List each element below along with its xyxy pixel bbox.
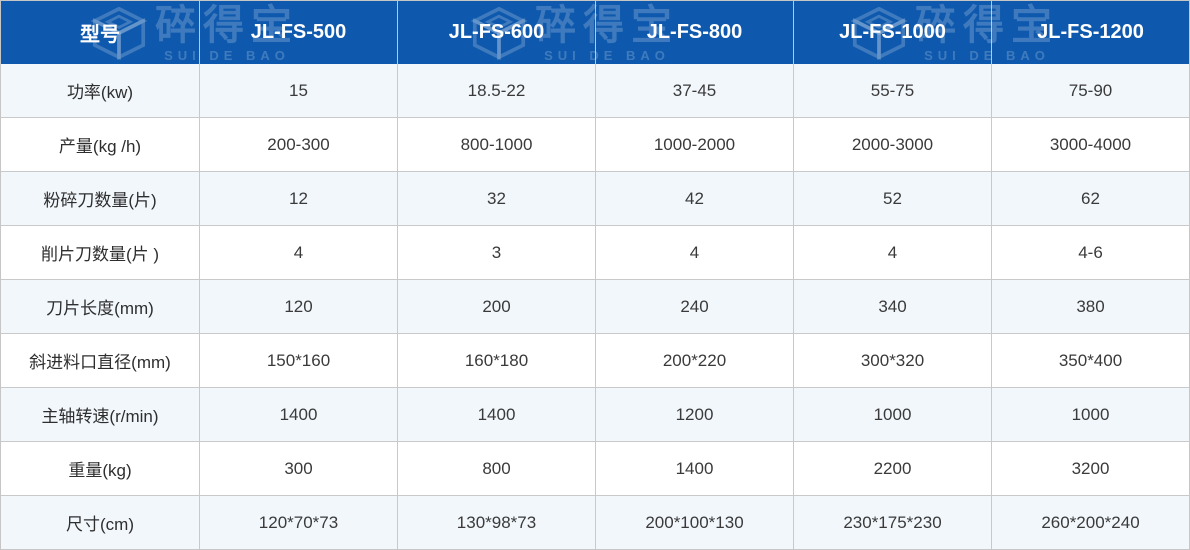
table-cell: 75-90 — [1068, 80, 1113, 100]
table-cell: 55-75 — [794, 64, 992, 117]
table-cell: 18.5-22 — [398, 64, 596, 117]
table-cell: 120*70*73 — [200, 496, 398, 549]
row-label-power: 功率(kw) — [1, 64, 200, 117]
table-cell: 12 — [200, 172, 398, 225]
table-cell: 380 — [1076, 296, 1105, 316]
table-cell: 200*220 — [596, 334, 794, 387]
table-cell: 200*100*130 — [596, 496, 794, 549]
table-cell: 300 — [200, 442, 398, 495]
table-cell: 1000-2000 — [596, 118, 794, 171]
table-cell: 4 — [794, 226, 992, 279]
table-cell: 37-45 — [596, 64, 794, 117]
table-row-output: 产量(kg /h) 200-300 800-1000 1000-2000 200… — [1, 118, 1189, 172]
table-cell: 3000-4000 — [1049, 134, 1132, 154]
row-label-weight: 重量(kg) — [1, 442, 200, 495]
table-cell: 120 — [200, 280, 398, 333]
row-label-inlet-diameter: 斜进料口直径(mm) — [1, 334, 200, 387]
table-cell: 2200 — [794, 442, 992, 495]
table-cell: 1200 — [596, 388, 794, 441]
row-label-blade-length: 刀片长度(mm) — [1, 280, 200, 333]
table-cell: 200 — [398, 280, 596, 333]
table-cell: 1000 — [794, 388, 992, 441]
table-cell: 1400 — [596, 442, 794, 495]
table-cell: 260*200*240 — [1041, 512, 1140, 532]
row-label-output: 产量(kg /h) — [1, 118, 200, 171]
table-cell: 4-6 — [1078, 242, 1103, 262]
table-cell: 3 — [398, 226, 596, 279]
table-row-dimensions: 尺寸(cm) 120*70*73 130*98*73 200*100*130 2… — [1, 496, 1189, 549]
table-cell: 800 — [398, 442, 596, 495]
table-cell: 300*320 — [794, 334, 992, 387]
table-cell: 160*180 — [398, 334, 596, 387]
table-cell: 62 — [1081, 188, 1100, 208]
table-cell: 2000-3000 — [794, 118, 992, 171]
header-jl-fs-600: JL-FS-600 — [398, 1, 596, 64]
table-cell: 52 — [794, 172, 992, 225]
table-cell: 1000 — [1071, 404, 1110, 424]
table-cell: 340 — [794, 280, 992, 333]
header-jl-fs-800: JL-FS-800 — [596, 1, 794, 64]
header-model-label: 型号 — [1, 1, 200, 64]
table-cell: 1400 — [398, 388, 596, 441]
table-cell: 32 — [398, 172, 596, 225]
table-row-inlet-diameter: 斜进料口直径(mm) 150*160 160*180 200*220 300*3… — [1, 334, 1189, 388]
table-cell: 42 — [596, 172, 794, 225]
table-cell: 15 — [200, 64, 398, 117]
row-label-crushing-blades: 粉碎刀数量(片) — [1, 172, 200, 225]
table-cell: 200-300 — [200, 118, 398, 171]
table-cell: 150*160 — [200, 334, 398, 387]
header-jl-fs-1200: JL-FS-1200 — [1037, 21, 1144, 43]
table-row-crushing-blades: 粉碎刀数量(片) 12 32 42 52 62 — [1, 172, 1189, 226]
table-cell: 130*98*73 — [398, 496, 596, 549]
table-cell: 240 — [596, 280, 794, 333]
table-header-row: 碎得宝 SUI DE BAO 碎得宝 SUI DE BAO — [1, 1, 1189, 64]
header-jl-fs-1000: JL-FS-1000 — [794, 1, 992, 64]
table-row-blade-length: 刀片长度(mm) 120 200 240 340 380 — [1, 280, 1189, 334]
table-row-spindle-speed: 主轴转速(r/min) 1400 1400 1200 1000 1000 — [1, 388, 1189, 442]
table-row-weight: 重量(kg) 300 800 1400 2200 3200 — [1, 442, 1189, 496]
header-jl-fs-500: JL-FS-500 — [200, 1, 398, 64]
row-label-chipping-blades: 削片刀数量(片 ) — [1, 226, 200, 279]
table-row-chipping-blades: 削片刀数量(片 ) 4 3 4 4 4-6 — [1, 226, 1189, 280]
table-cell: 350*400 — [1058, 350, 1123, 370]
table-cell: 230*175*230 — [794, 496, 992, 549]
table-cell: 4 — [596, 226, 794, 279]
table-cell: 800-1000 — [398, 118, 596, 171]
table-cell: 3200 — [1071, 458, 1110, 478]
row-label-dimensions: 尺寸(cm) — [1, 496, 200, 549]
table-cell: 1400 — [200, 388, 398, 441]
row-label-spindle-speed: 主轴转速(r/min) — [1, 388, 200, 441]
table-row-power: 功率(kw) 15 18.5-22 37-45 55-75 75-90 — [1, 64, 1189, 118]
table-cell: 4 — [200, 226, 398, 279]
